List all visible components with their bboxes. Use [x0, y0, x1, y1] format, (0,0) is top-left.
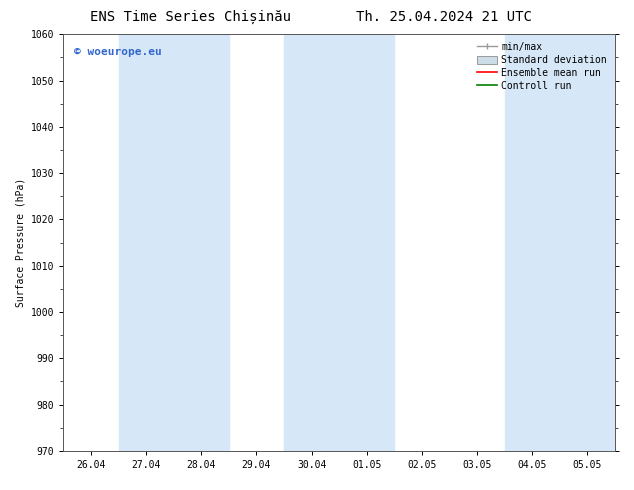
Legend: min/max, Standard deviation, Ensemble mean run, Controll run: min/max, Standard deviation, Ensemble me…	[474, 39, 610, 94]
Bar	[119, 34, 229, 451]
Y-axis label: Surface Pressure (hPa): Surface Pressure (hPa)	[15, 178, 25, 307]
Bar	[284, 34, 394, 451]
Text: ENS Time Series Chișinău: ENS Time Series Chișinău	[89, 10, 291, 24]
Bar	[505, 34, 615, 451]
Text: Th. 25.04.2024 21 UTC: Th. 25.04.2024 21 UTC	[356, 10, 532, 24]
Text: © woeurope.eu: © woeurope.eu	[74, 47, 162, 57]
